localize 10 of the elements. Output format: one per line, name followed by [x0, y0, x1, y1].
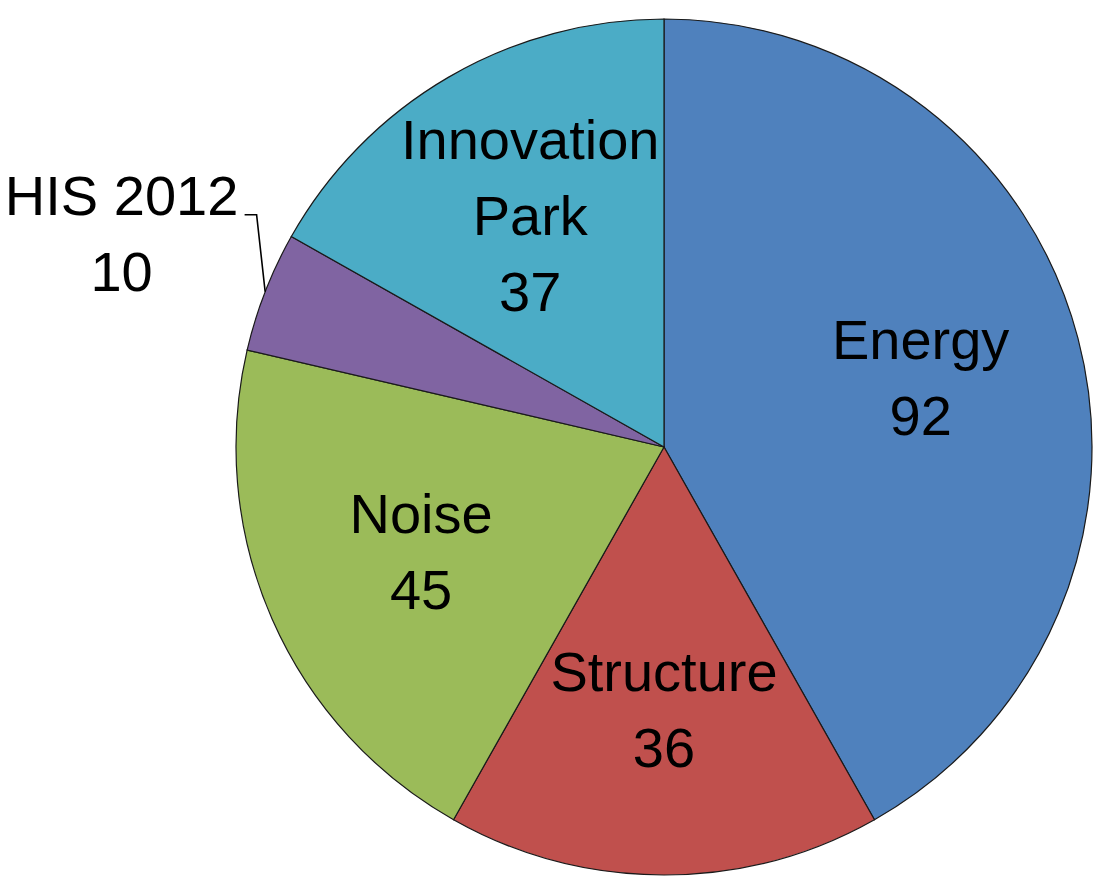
data-label: 92 [889, 383, 952, 447]
slice-label: HIS 2012 [4, 163, 239, 227]
data-label: 45 [389, 557, 453, 621]
slice-label: Structure [550, 640, 778, 704]
data-label: 36 [632, 716, 696, 780]
slice-label: Energy [831, 307, 1010, 371]
data-label: 37 [499, 259, 562, 323]
data-label: 10 [90, 239, 153, 303]
slice-label: Innovation Park [401, 107, 660, 247]
slice-label: Noise [349, 481, 493, 545]
